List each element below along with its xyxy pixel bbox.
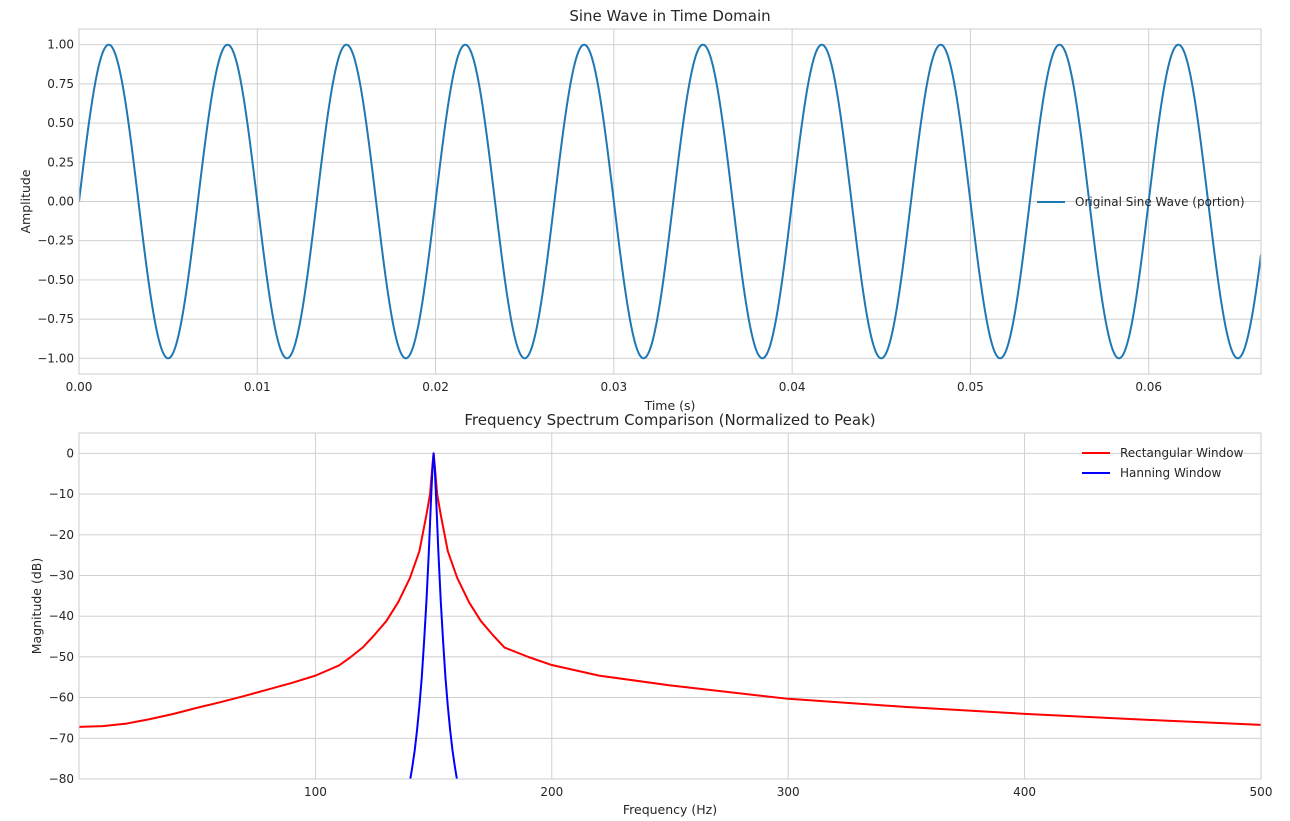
x-tick-label: 300	[777, 785, 800, 799]
y-tick-label: 1.00	[47, 38, 74, 52]
spectrum-title: Frequency Spectrum Comparison (Normalize…	[464, 411, 875, 429]
y-tick-label: −1.00	[37, 351, 74, 365]
time-domain-legend: Original Sine Wave (portion)	[1037, 195, 1245, 209]
time-domain-xlabel: Time (s)	[644, 398, 696, 413]
x-tick-label: 500	[1250, 785, 1273, 799]
time-domain-series	[79, 43, 1261, 360]
y-tick-label: −60	[49, 691, 74, 705]
time-domain-ylabel: Amplitude	[18, 169, 33, 233]
y-tick-label: −10	[49, 487, 74, 501]
y-tick-label: −40	[49, 609, 74, 623]
spectrum-legend: Rectangular Window Hanning Window	[1082, 446, 1244, 480]
y-tick-label: 0.25	[47, 155, 74, 169]
y-tick-label: −20	[49, 528, 74, 542]
y-tick-label: −0.75	[37, 312, 74, 326]
spectrum-series	[79, 452, 1261, 779]
legend-entry: Original Sine Wave (portion)	[1075, 195, 1245, 209]
x-tick-label: 0.03	[600, 380, 627, 394]
x-tick-label: 0.04	[779, 380, 806, 394]
series-line-1	[79, 43, 1261, 360]
series-line-2	[409, 452, 458, 779]
spectrum-ticks: 100 200 300 400 500 0 −10 −20 −30 −40 −50 −60 −70 −80	[49, 446, 1273, 799]
x-tick-label: 0.01	[244, 380, 271, 394]
y-tick-label: −50	[49, 650, 74, 664]
x-tick-label: 0.02	[422, 380, 449, 394]
x-tick-label: 200	[540, 785, 563, 799]
frequency-spectrum-chart: Frequency Spectrum Comparison (Normalize…	[29, 411, 1272, 817]
x-tick-label: 100	[304, 785, 327, 799]
spectrum-xlabel: Frequency (Hz)	[623, 802, 717, 817]
spectrum-ylabel: Magnitude (dB)	[29, 558, 44, 654]
x-tick-label: 0.05	[957, 380, 984, 394]
time-domain-title: Sine Wave in Time Domain	[569, 7, 770, 25]
series-line-1	[79, 452, 1261, 728]
y-tick-label: −30	[49, 568, 74, 582]
legend-entry: Hanning Window	[1120, 466, 1221, 480]
y-tick-label: −0.50	[37, 273, 74, 287]
y-tick-label: −0.25	[37, 234, 74, 248]
time-domain-grid	[78, 29, 1261, 374]
y-tick-label: 0.50	[47, 116, 74, 130]
x-tick-label: 0.06	[1135, 380, 1162, 394]
time-domain-ticks: 0.00 0.01 0.02 0.03 0.04 0.05 0.06 1.00 0.75 0.50…	[37, 38, 1162, 394]
x-tick-label: 0.00	[66, 380, 93, 394]
y-tick-label: 0	[66, 446, 74, 460]
x-tick-label: 400	[1013, 785, 1036, 799]
y-tick-label: 0.00	[47, 195, 74, 209]
spectrum-grid	[79, 433, 1262, 780]
y-tick-label: −80	[49, 772, 74, 786]
y-tick-label: −70	[49, 731, 74, 745]
y-tick-label: 0.75	[47, 77, 74, 91]
time-domain-frame	[78, 28, 1262, 375]
time-domain-chart: Sine Wave in Time Domain 0.00 0.01 0.02 0.0…	[18, 7, 1262, 413]
spectrum-frame	[78, 432, 1262, 780]
legend-entry: Rectangular Window	[1120, 446, 1244, 460]
